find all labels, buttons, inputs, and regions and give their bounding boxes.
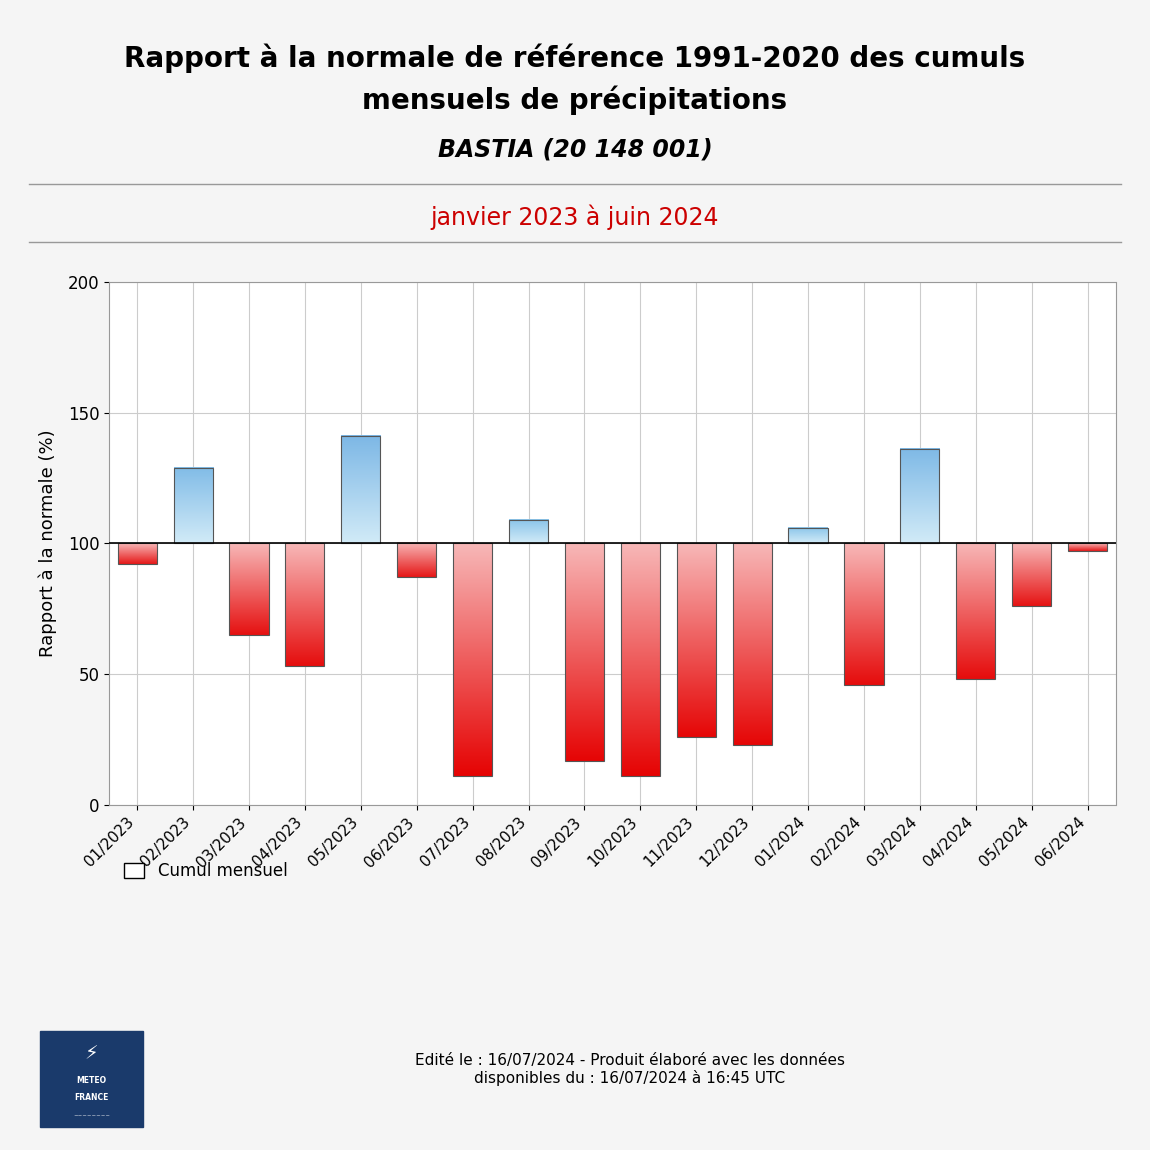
Legend: Cumul mensuel: Cumul mensuel xyxy=(117,856,294,887)
Text: BASTIA (20 148 001): BASTIA (20 148 001) xyxy=(438,137,712,161)
Bar xyxy=(1012,544,1051,606)
Bar xyxy=(1068,544,1107,551)
Text: Rapport à la normale de référence 1991-2020 des cumuls: Rapport à la normale de référence 1991-2… xyxy=(124,44,1026,72)
Bar xyxy=(789,528,828,544)
Bar xyxy=(342,436,381,544)
Bar xyxy=(509,520,549,544)
Bar xyxy=(844,544,883,684)
Text: janvier 2023 à juin 2024: janvier 2023 à juin 2024 xyxy=(431,205,719,230)
Bar xyxy=(900,450,940,544)
Bar xyxy=(285,544,324,666)
Bar xyxy=(174,468,213,544)
Bar xyxy=(453,544,492,776)
Bar xyxy=(397,544,436,577)
Bar xyxy=(676,544,715,737)
Bar xyxy=(117,544,156,565)
Bar xyxy=(565,544,604,760)
Text: mensuels de précipitations: mensuels de précipitations xyxy=(362,85,788,115)
Bar xyxy=(39,1032,144,1127)
Bar xyxy=(956,544,995,680)
Text: ~~~~~~~~: ~~~~~~~~ xyxy=(74,1113,110,1118)
Y-axis label: Rapport à la normale (%): Rapport à la normale (%) xyxy=(38,430,56,657)
Text: FRANCE: FRANCE xyxy=(75,1094,109,1103)
Text: METEO: METEO xyxy=(77,1075,107,1084)
Bar xyxy=(230,544,269,635)
Text: ⚡: ⚡ xyxy=(85,1044,99,1064)
Bar xyxy=(733,544,772,745)
Bar xyxy=(621,544,660,776)
Text: Edité le : 16/07/2024 - Produit élaboré avec les données
disponibles du : 16/07/: Edité le : 16/07/2024 - Produit élaboré … xyxy=(415,1052,844,1087)
